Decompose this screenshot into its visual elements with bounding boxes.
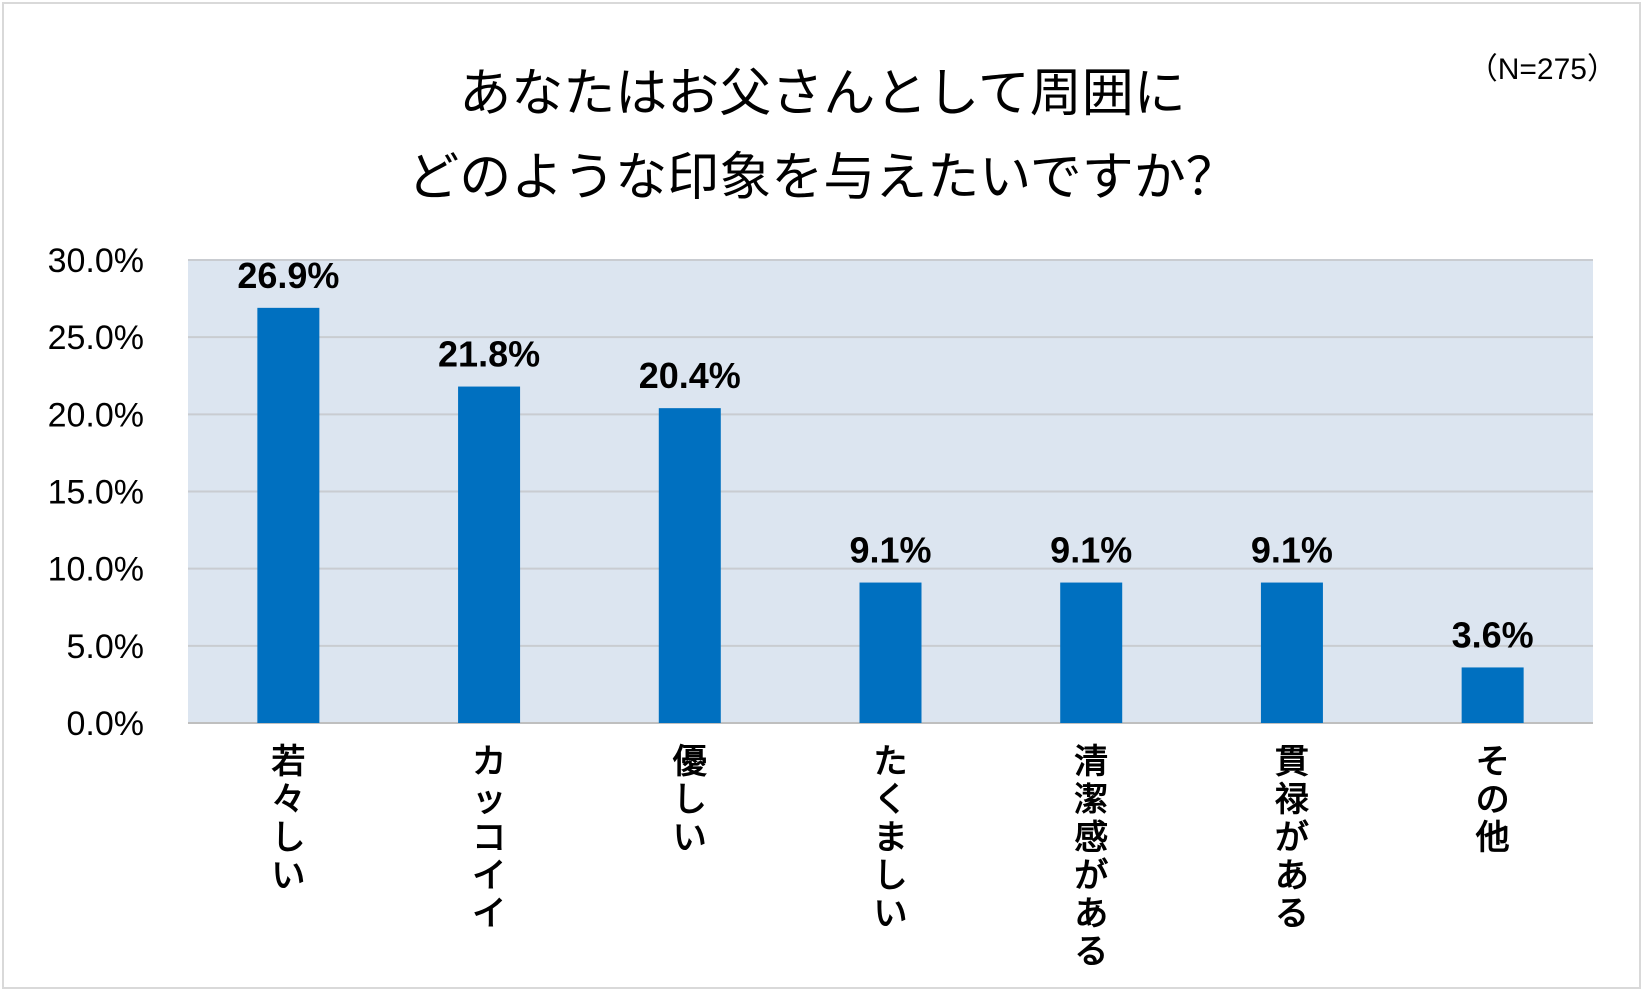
bar (1060, 582, 1123, 723)
data-label: 21.8% (438, 334, 540, 375)
y-tick-label: 5.0% (67, 628, 145, 666)
y-tick-label: 20.0% (48, 396, 144, 434)
data-label: 20.4% (639, 355, 741, 396)
x-tick-label: カッコイイ (472, 742, 506, 934)
data-label: 26.9% (237, 255, 339, 296)
x-tick-label: たくましい (874, 742, 908, 934)
data-label: 9.1% (1050, 530, 1132, 571)
y-tick-label: 15.0% (48, 474, 144, 512)
x-tick-label: その他 (1475, 742, 1510, 858)
y-tick-label: 30.0% (48, 242, 144, 280)
data-label: 3.6% (1452, 614, 1534, 655)
chart-title-line-2: どのような印象を与えたいですか？ (407, 148, 1238, 208)
data-label: 9.1% (1251, 530, 1333, 571)
y-tick-label: 10.0% (48, 551, 144, 589)
x-tick-label: 若々しい (271, 742, 305, 896)
x-tick-label: 清潔感がある (1074, 742, 1108, 972)
bar (1461, 667, 1524, 723)
y-tick-label: 25.0% (48, 319, 144, 357)
bar (257, 307, 320, 723)
bar (1260, 582, 1323, 723)
y-tick-label: 0.0% (67, 705, 145, 743)
bar (859, 582, 922, 723)
x-tick-label: 貫禄がある (1275, 742, 1310, 934)
x-tick-label: 優しい (672, 742, 708, 858)
bar (458, 386, 521, 723)
data-label: 9.1% (849, 530, 931, 571)
bar (658, 408, 721, 723)
chart-title-line-1: あなたはお父さんとして周囲に (459, 64, 1186, 124)
sample-size-note: （N=275） (1467, 53, 1617, 86)
